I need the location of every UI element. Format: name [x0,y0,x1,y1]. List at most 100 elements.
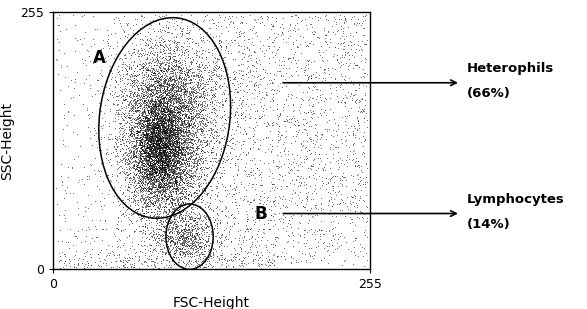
Point [155,36,164,40]
Point [164,133,173,138]
Text: A: A [93,49,106,67]
Point [178,185,188,190]
Point [136,158,145,163]
Point [168,210,178,215]
Point [198,126,207,131]
Point [232,25,241,30]
Point [156,126,165,131]
Point [179,119,188,124]
Point [185,215,194,220]
Point [234,156,243,161]
Point [166,90,176,95]
Point [174,142,184,147]
Point [146,137,155,142]
Point [172,172,181,177]
Point [216,74,225,79]
Point [119,118,128,123]
Point [188,226,197,231]
Point [179,49,188,54]
Point [158,237,167,242]
Point [181,214,190,219]
Point [124,112,133,117]
Point [186,105,195,110]
Point [157,249,167,254]
Point [171,162,181,167]
Point [190,189,199,194]
Point [159,181,168,186]
Point [201,116,211,121]
Point [351,47,360,52]
Point [178,232,187,237]
Point [151,138,160,143]
Point [198,55,207,60]
Point [179,139,188,144]
Point [159,108,168,113]
Point [144,160,154,165]
Point [174,255,183,260]
Point [78,257,87,262]
Point [170,134,180,139]
Point [82,177,92,182]
Point [177,126,186,131]
Point [183,169,193,174]
Point [140,98,149,103]
Point [131,109,140,114]
Point [187,103,197,108]
Point [156,127,166,132]
Point [187,184,196,189]
Point [129,174,138,179]
Point [104,250,113,255]
Point [234,257,244,262]
Point [356,53,366,57]
Point [147,44,156,49]
Point [129,129,138,134]
Point [85,86,95,91]
Point [164,223,173,228]
Point [204,18,214,23]
Point [168,81,177,86]
Point [308,110,318,115]
Point [167,158,176,163]
Point [158,101,168,106]
Point [303,110,313,115]
Point [247,241,257,246]
Point [179,193,188,198]
Point [160,117,169,122]
Point [118,116,127,121]
Point [133,207,143,212]
Point [136,228,145,233]
Point [245,70,255,74]
Point [143,133,152,138]
Point [311,171,320,176]
Point [153,122,163,127]
Point [195,122,204,127]
Point [167,180,177,185]
Point [328,188,338,193]
Point [149,132,158,137]
Point [170,134,179,139]
Point [176,251,185,256]
Point [181,254,190,259]
Point [125,150,134,155]
Point [182,242,191,247]
Point [60,258,70,263]
Point [185,78,195,83]
Point [174,128,184,133]
Point [174,108,183,113]
Point [164,138,174,143]
Point [95,71,104,76]
Point [176,65,185,70]
Point [160,129,169,134]
Point [161,95,170,100]
Point [322,244,332,249]
Point [160,186,170,191]
Point [120,262,129,267]
Point [139,148,149,153]
Point [167,131,176,136]
Point [151,140,160,145]
Point [145,111,154,116]
Point [152,115,161,120]
Point [153,159,162,163]
Point [149,181,158,186]
Point [77,57,87,61]
